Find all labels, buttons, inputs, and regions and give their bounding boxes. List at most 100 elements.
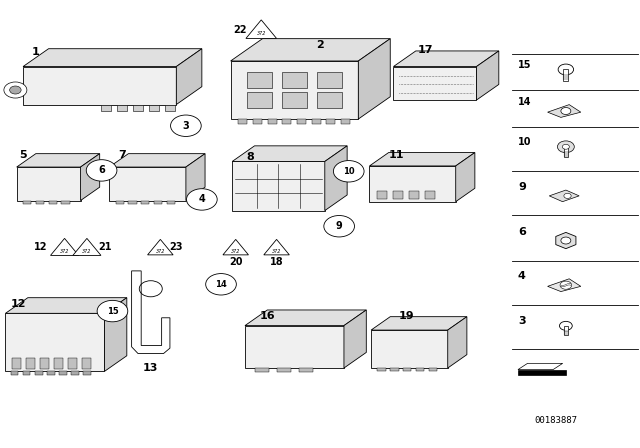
Text: 372: 372 — [231, 249, 241, 254]
Bar — [416, 368, 424, 371]
Polygon shape — [394, 67, 476, 100]
Text: 372: 372 — [257, 31, 266, 36]
Circle shape — [10, 86, 21, 94]
Text: 372: 372 — [272, 249, 281, 254]
Text: 10: 10 — [343, 167, 355, 176]
Text: 22: 22 — [234, 25, 247, 35]
Bar — [317, 72, 342, 88]
Polygon shape — [23, 67, 176, 104]
Bar — [282, 72, 307, 88]
Text: 4: 4 — [518, 271, 526, 281]
Bar — [167, 201, 175, 204]
Bar — [317, 92, 342, 108]
Text: 14: 14 — [215, 280, 227, 289]
Bar — [300, 368, 314, 371]
Polygon shape — [73, 238, 101, 255]
Polygon shape — [186, 154, 205, 201]
Bar — [326, 119, 335, 124]
Bar — [117, 104, 127, 111]
Bar — [246, 92, 272, 108]
Bar — [297, 119, 306, 124]
Polygon shape — [6, 297, 127, 313]
Text: 6: 6 — [98, 165, 105, 176]
Bar — [277, 368, 291, 371]
Text: 14: 14 — [518, 97, 531, 107]
Polygon shape — [230, 39, 390, 61]
Text: 21: 21 — [98, 242, 111, 252]
Text: 9: 9 — [518, 182, 526, 192]
Polygon shape — [264, 239, 289, 255]
Text: 16: 16 — [260, 310, 275, 321]
Polygon shape — [245, 326, 344, 368]
Bar — [23, 201, 31, 204]
Text: 13: 13 — [143, 363, 159, 373]
Bar — [378, 368, 386, 371]
Polygon shape — [371, 330, 448, 368]
Bar — [35, 371, 42, 375]
Bar — [47, 371, 54, 375]
Text: 372: 372 — [60, 249, 69, 254]
Bar — [40, 358, 49, 369]
Text: 20: 20 — [229, 257, 243, 267]
Polygon shape — [344, 310, 366, 368]
Text: 8: 8 — [246, 152, 253, 162]
Bar — [393, 190, 403, 199]
Text: 9: 9 — [336, 221, 342, 231]
Circle shape — [186, 189, 217, 210]
Polygon shape — [358, 39, 390, 119]
Text: 19: 19 — [398, 311, 414, 322]
Circle shape — [97, 300, 128, 322]
Polygon shape — [369, 152, 475, 166]
Circle shape — [324, 215, 355, 237]
Polygon shape — [23, 49, 202, 67]
Polygon shape — [104, 297, 127, 371]
Polygon shape — [17, 167, 81, 201]
Text: 1: 1 — [32, 47, 40, 57]
Polygon shape — [456, 152, 475, 202]
Polygon shape — [245, 310, 366, 326]
Bar — [377, 190, 387, 199]
Bar — [238, 119, 247, 124]
Polygon shape — [369, 166, 456, 202]
Bar — [255, 368, 269, 371]
Text: 5: 5 — [19, 150, 27, 160]
Polygon shape — [51, 238, 79, 255]
Circle shape — [564, 193, 571, 198]
Polygon shape — [230, 61, 358, 119]
Polygon shape — [246, 20, 276, 39]
Bar — [36, 201, 44, 204]
Polygon shape — [548, 105, 581, 117]
Polygon shape — [17, 154, 100, 167]
Circle shape — [559, 321, 572, 330]
Bar — [49, 201, 57, 204]
Bar — [165, 104, 175, 111]
Polygon shape — [81, 154, 100, 201]
Bar — [26, 358, 35, 369]
Polygon shape — [148, 239, 173, 255]
Text: 3: 3 — [182, 121, 189, 131]
Bar — [564, 326, 568, 335]
Circle shape — [557, 141, 574, 153]
Text: 372: 372 — [82, 249, 92, 254]
Text: 4: 4 — [198, 194, 205, 204]
Polygon shape — [476, 51, 499, 100]
Text: 6: 6 — [518, 227, 526, 237]
Polygon shape — [176, 49, 202, 104]
Polygon shape — [132, 271, 170, 353]
Text: 15: 15 — [107, 306, 118, 315]
Text: 23: 23 — [170, 242, 183, 252]
Polygon shape — [109, 167, 186, 201]
Polygon shape — [549, 190, 579, 202]
Bar — [59, 371, 67, 375]
Bar — [341, 119, 350, 124]
Polygon shape — [371, 317, 467, 330]
Bar — [403, 368, 412, 371]
Bar — [282, 119, 291, 124]
Text: 11: 11 — [389, 150, 404, 160]
Polygon shape — [394, 51, 499, 67]
Polygon shape — [518, 363, 563, 370]
Bar — [409, 190, 419, 199]
Bar — [133, 104, 143, 111]
Bar — [564, 146, 568, 157]
Bar — [282, 92, 307, 108]
